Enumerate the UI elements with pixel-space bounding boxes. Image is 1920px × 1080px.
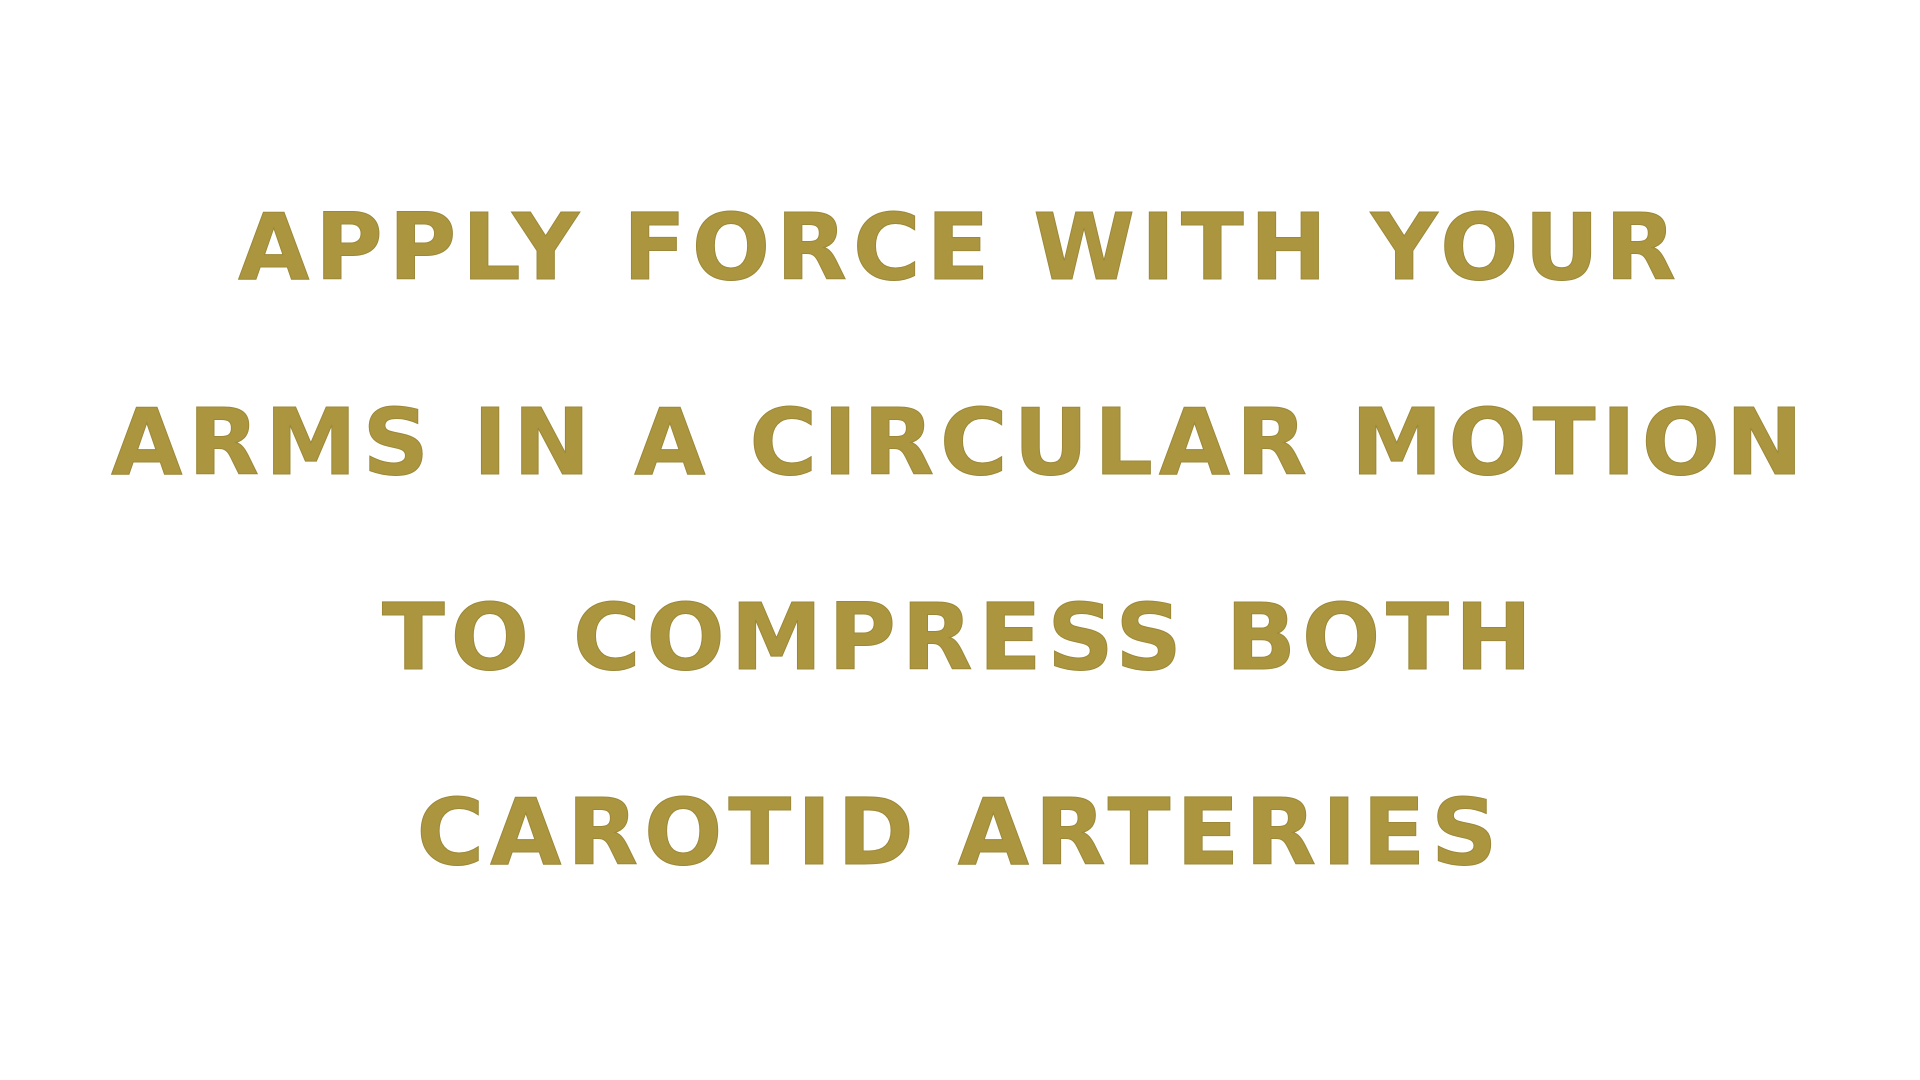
caption-text-block: apply force with your arms in a circular… xyxy=(0,150,1920,930)
caption-line-1: apply force with your xyxy=(238,194,1682,302)
caption-line-2: arms in a circular motion xyxy=(111,389,1809,497)
caption-line-4: carotid arteries xyxy=(416,779,1504,887)
caption-line-3: to compress both xyxy=(382,584,1538,692)
